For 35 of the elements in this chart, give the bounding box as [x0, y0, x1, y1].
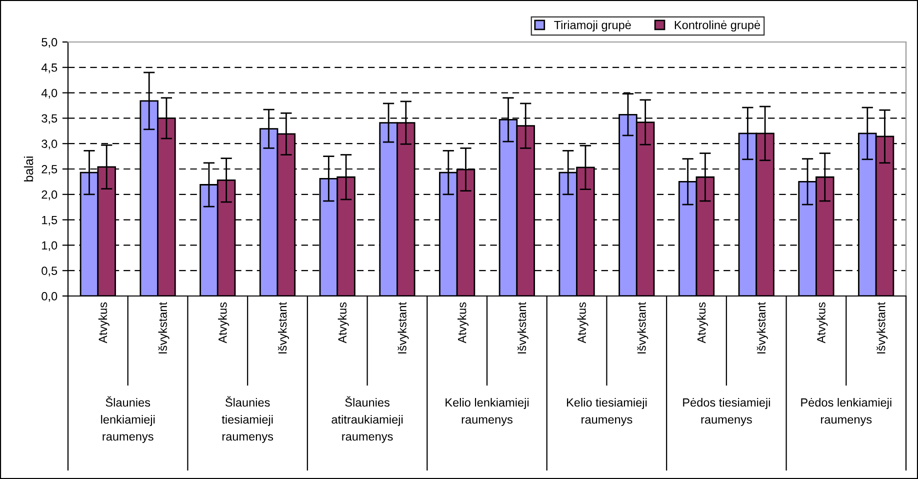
y-tick-label: 2,0 [42, 190, 58, 200]
x-tick-label: Išvykstant [398, 302, 409, 354]
y-tick-label: 4,0 [41, 88, 58, 99]
y-tick-label: 4,5 [41, 64, 58, 74]
text: Pėdos tiesiamieji raumenys [683, 398, 770, 426]
x-tick-label: Išvykstant [876, 302, 888, 354]
text: Pėdos lenkiamieji raumenys [801, 398, 892, 426]
y-axis-title: balai [24, 156, 34, 182]
text: Kelio tiesiamieji raumenys [567, 398, 647, 426]
x-tick-label: Atvykus [696, 302, 708, 344]
y-tick-label: 0,5 [42, 266, 58, 276]
x-tick-label: Atvykus [577, 302, 588, 344]
x-tick-label: Atvykus [338, 302, 349, 344]
y-tick-label: 3,0 [42, 140, 58, 150]
y-tick-label: 0,0 [42, 292, 58, 302]
x-tick-label: Išvykstant [637, 302, 648, 354]
y-tick-label: 5,0 [42, 38, 58, 48]
text: Šlaunies tiesiamieji raumenys [222, 396, 274, 443]
x-tick-label: Išvykstant [517, 302, 528, 354]
y-tick-label: 1,5 [42, 216, 58, 226]
y-tick-label: 1,0 [42, 241, 58, 251]
legend-label: Tiriamoji grupė [554, 20, 631, 32]
text: Šlaunies lenkiamieji raumenys [101, 396, 155, 443]
x-tick-label: Atvykus [816, 302, 828, 344]
y-tick-label: 2,5 [42, 165, 58, 175]
x-tick-label: Išvykstant [756, 302, 768, 354]
text: Kelio lenkiamieji raumenys [446, 398, 529, 426]
x-tick-label: Išvykstant [158, 302, 170, 354]
legend-label: Kontrolinė grupė [674, 20, 760, 32]
x-tick-label: Atvykus [458, 302, 469, 344]
y-tick-label: 3,5 [42, 114, 58, 124]
x-tick-label: Atvykus [98, 302, 110, 344]
x-tick-label: Atvykus [218, 302, 230, 344]
text: Šlaunies atitraukiamieji raumenys [332, 396, 403, 443]
x-tick-label: Išvykstant [278, 302, 290, 354]
